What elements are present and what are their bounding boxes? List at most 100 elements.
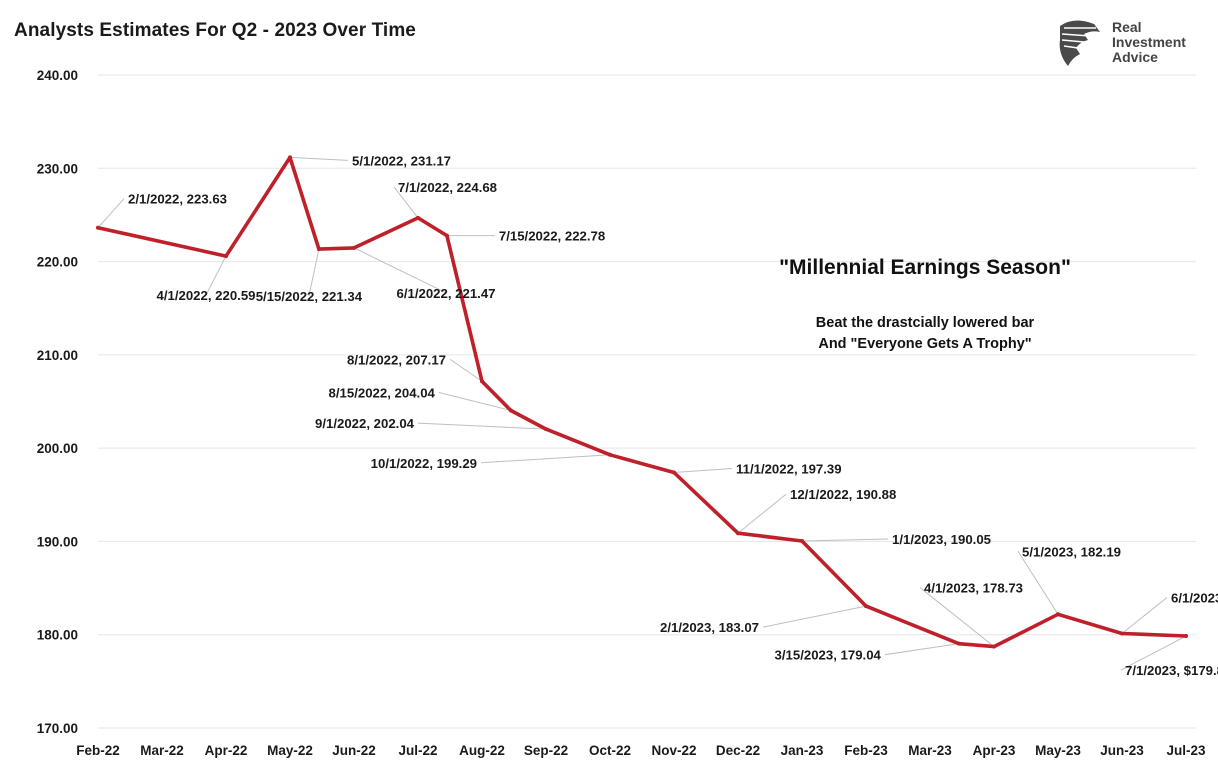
data-label: 6/1/2022, 221.47 [397, 286, 496, 301]
data-point [352, 245, 356, 250]
data-labels: 2/1/2022, 223.63 4/1/2022, 220.59 5/1/2022… [128, 153, 1218, 678]
data-point [416, 215, 420, 220]
grid-lines [98, 74, 1196, 729]
annotation-line-1: Beat the drastcially lowered bar [815, 315, 1035, 331]
x-tick-label: Mar-23 [908, 743, 952, 758]
data-label: 11/1/2022, 197.39 [736, 461, 842, 476]
x-tick-label: Feb-23 [844, 743, 888, 758]
label-leader [801, 538, 889, 542]
x-tick-label: Jul-22 [398, 743, 437, 758]
x-tick-label: Feb-22 [76, 743, 120, 758]
x-axis: Feb-22 Mar-22 Apr-22 May-22 Jun-22 Jul-22 Aug-… [76, 743, 1206, 758]
label-leader [919, 587, 995, 647]
x-tick-label: Apr-23 [973, 743, 1016, 758]
label-leader [438, 391, 512, 411]
series-line [96, 155, 1188, 649]
data-point [544, 427, 548, 432]
eagle-head-icon [1059, 20, 1100, 67]
y-tick-label: 240.00 [37, 68, 78, 83]
data-point [672, 470, 676, 475]
data-label: 7/1/2023, $179.86 [1125, 663, 1218, 678]
data-point [1056, 612, 1060, 617]
data-point [1120, 631, 1124, 636]
label-leader [762, 605, 867, 628]
label-leader [97, 198, 125, 229]
label-leader [308, 248, 320, 297]
label-leader [353, 247, 447, 294]
data-label: 9/1/2022, 202.04 [315, 416, 415, 431]
y-tick-label: 190.00 [37, 534, 78, 549]
data-point [316, 247, 321, 252]
chart-title: Analysts Estimates For Q2 - 2023 Over Ti… [14, 20, 416, 41]
x-tick-label: Aug-22 [459, 743, 505, 758]
data-label: 10/1/2022, 199.29 [371, 456, 477, 471]
data-label: 12/1/2022, 190.88 [790, 487, 896, 502]
label-leader [737, 493, 787, 534]
data-point [736, 531, 740, 536]
y-tick-label: 170.00 [37, 721, 78, 736]
data-point [864, 604, 868, 609]
data-point [608, 452, 612, 457]
logo-line-1: Real [1112, 19, 1142, 35]
y-tick-label: 180.00 [37, 628, 78, 643]
data-point [444, 233, 449, 238]
data-point [956, 641, 961, 646]
label-leader [1120, 635, 1187, 671]
annotation-headline: "Millennial Earnings Season" [779, 256, 1071, 279]
annotation-line-2: And "Everyone Gets A Trophy" [818, 336, 1032, 352]
x-tick-label: Mar-22 [140, 743, 184, 758]
label-leader [417, 422, 547, 430]
x-tick-label: Jul-23 [1166, 743, 1206, 758]
data-point [224, 254, 228, 259]
data-point [480, 379, 484, 384]
label-leader [480, 454, 611, 464]
data-label: 2/1/2022, 223.63 [128, 192, 227, 207]
label-leader [205, 255, 227, 296]
x-tick-label: Jan-23 [781, 743, 824, 758]
data-point [800, 538, 804, 543]
y-tick-label: 200.00 [37, 441, 78, 456]
y-tick-label: 210.00 [37, 348, 78, 363]
label-leader [1017, 551, 1059, 615]
x-tick-label: Oct-22 [589, 743, 631, 758]
label-leaders [97, 156, 1187, 671]
label-leader [449, 358, 483, 382]
x-tick-label: Nov-22 [651, 743, 696, 758]
data-label: 5/1/2023, 182.19 [1022, 544, 1121, 559]
logo-line-2: Investment [1112, 34, 1186, 50]
data-label: 7/15/2022, 222.78 [499, 229, 605, 244]
label-leader [673, 467, 733, 473]
y-tick-label: 220.00 [37, 255, 78, 270]
brand-logo: Real Investment Advice [1054, 18, 1204, 70]
x-tick-label: Jun-22 [332, 743, 376, 758]
data-point [288, 155, 292, 160]
x-tick-label: Sep-22 [524, 743, 568, 758]
data-point [508, 408, 513, 413]
data-label: 3/15/2023, 179.04 [775, 648, 882, 663]
data-point [992, 644, 996, 649]
data-point [1184, 634, 1188, 639]
data-label: 1/1/2023, 190.05 [892, 532, 991, 547]
data-label: 4/1/2022, 220.59 [157, 288, 256, 303]
data-label: 6/1/2023, 180.13 [1171, 591, 1218, 606]
data-label: 8/15/2022, 204.04 [329, 385, 436, 400]
data-point [96, 225, 100, 230]
x-tick-label: May-23 [1035, 743, 1081, 758]
x-tick-label: Dec-22 [716, 743, 760, 758]
label-leader [1121, 597, 1168, 634]
y-tick-label: 230.00 [37, 161, 78, 176]
data-label: 4/1/2023, 178.73 [924, 581, 1023, 596]
x-tick-label: May-22 [267, 743, 313, 758]
label-leader [884, 643, 959, 656]
data-label: 2/1/2023, 183.07 [660, 620, 759, 635]
y-axis: 170.00 180.00 190.00 200.00 210.00 220.00 230.… [37, 68, 78, 736]
data-label: 5/1/2022, 231.17 [352, 153, 451, 168]
data-label: 8/1/2022, 207.17 [347, 352, 446, 367]
data-label: 5/15/2022, 221.34 [256, 289, 363, 304]
data-label: 7/1/2022, 224.68 [398, 180, 497, 195]
x-tick-label: Jun-23 [1100, 743, 1144, 758]
series-line-path [96, 155, 1188, 649]
x-tick-label: Apr-22 [205, 743, 248, 758]
label-leader [289, 156, 349, 161]
